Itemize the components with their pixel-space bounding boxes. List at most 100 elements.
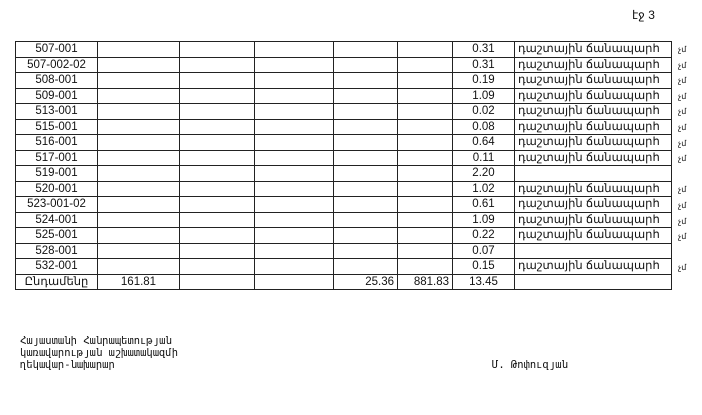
cell-c3	[254, 118, 334, 135]
cell-c1	[97, 103, 180, 120]
cell-c1	[97, 72, 180, 89]
margin-mark: չմ	[678, 185, 687, 195]
cell-c1	[97, 118, 180, 135]
cell-c1	[97, 149, 180, 166]
cell-type: դաշտային ճանապարհ	[514, 258, 672, 275]
cell-c1	[97, 258, 180, 275]
cell-code: 517-001	[15, 149, 98, 166]
cell-c5	[397, 165, 453, 182]
cell-c3	[254, 87, 334, 104]
table-row: 515-001 0.08 դաշտային ճանապարհ	[15, 118, 672, 135]
cell-area: 0.19	[452, 72, 515, 89]
cell-c2	[179, 87, 255, 104]
cell-code: 525-001	[15, 227, 98, 244]
cell-c3	[254, 56, 334, 73]
cell-c3	[254, 165, 334, 182]
cell-code: 532-001	[15, 258, 98, 275]
table-row: 525-001 0.22 դաշտային ճանապարհ	[15, 227, 672, 244]
cell-type	[514, 273, 672, 290]
table-row: 507-002-02 0.31 դաշտային ճանապարհ	[15, 56, 672, 73]
cell-area: 2.20	[452, 165, 515, 182]
cell-c3	[254, 134, 334, 151]
cell-c5	[397, 118, 453, 135]
cell-c2	[179, 211, 255, 228]
table-row: 507-001 0.31 դաշտային ճանապարհ	[15, 41, 672, 58]
cell-c1	[97, 56, 180, 73]
cell-c5	[397, 211, 453, 228]
cell-type: դաշտային ճանապարհ	[514, 149, 672, 166]
cell-c2	[179, 149, 255, 166]
table-row: 513-001 0.02 դաշտային ճանապարհ	[15, 103, 672, 120]
cell-c4	[333, 242, 398, 259]
cell-type: դաշտային ճանապարհ	[514, 56, 672, 73]
cell-code: 519-001	[15, 165, 98, 182]
margin-mark: չմ	[678, 45, 687, 54]
cell-area: 0.08	[452, 118, 515, 135]
cell-code: 508-001	[15, 72, 98, 89]
cell-type: դաշտային ճանապարհ	[514, 196, 672, 213]
cell-area: 1.09	[452, 87, 515, 104]
cell-c2	[179, 118, 255, 135]
cell-code: 523-001-02	[15, 196, 98, 213]
cell-type	[514, 165, 672, 182]
cell-c5	[397, 196, 453, 213]
cell-c4	[333, 103, 398, 120]
cell-c1	[97, 211, 180, 228]
cell-type: դաշտային ճանապարհ	[514, 211, 672, 228]
cell-c2	[179, 242, 255, 259]
land-plots-table: 507-001 0.31 դաշտային ճանապարհ 507-002-02 0.…	[15, 41, 672, 290]
cell-c3	[254, 149, 334, 166]
cell-c2	[179, 165, 255, 182]
table-row: 516-001 0.64 դաշտային ճանապարհ	[15, 134, 672, 151]
margin-mark: չմ	[678, 138, 687, 148]
margin-mark: չմ	[678, 76, 687, 86]
cell-c5	[397, 41, 453, 58]
cell-c4	[333, 180, 398, 197]
cell-c3	[254, 273, 334, 290]
page-number: էջ 3	[632, 8, 655, 22]
cell-code: 509-001	[15, 87, 98, 104]
cell-code: 520-001	[15, 180, 98, 197]
cell-c2	[179, 41, 255, 58]
cell-c3	[254, 103, 334, 120]
cell-c4	[333, 211, 398, 228]
cell-c2	[179, 72, 255, 89]
table-row: 509-001 1.09 դաշտային ճանապարհ	[15, 87, 672, 104]
cell-area: 1.02	[452, 180, 515, 197]
cell-c4	[333, 165, 398, 182]
cell-area: 13.45	[452, 273, 515, 290]
cell-c1	[97, 87, 180, 104]
cell-area: 1.09	[452, 211, 515, 228]
cell-c3	[254, 196, 334, 213]
cell-code: 516-001	[15, 134, 98, 151]
cell-c5	[397, 227, 453, 244]
cell-c1	[97, 180, 180, 197]
cell-c4	[333, 72, 398, 89]
margin-mark: չմ	[678, 263, 687, 273]
cell-c3	[254, 180, 334, 197]
cell-c4	[333, 196, 398, 213]
cell-c5	[397, 134, 453, 151]
cell-area: 0.11	[452, 149, 515, 166]
cell-type: դաշտային ճանապարհ	[514, 180, 672, 197]
margin-mark: չմ	[678, 123, 687, 132]
cell-c1	[97, 165, 180, 182]
table-row: 523-001-02 0.61 դաշտային ճանապարհ	[15, 196, 672, 213]
cell-c4	[333, 134, 398, 151]
cell-code: 528-001	[15, 242, 98, 259]
cell-type: դաշտային ճանապարհ	[514, 72, 672, 89]
cell-c5	[397, 258, 453, 275]
cell-area: 0.02	[452, 103, 515, 120]
cell-c4	[333, 41, 398, 58]
cell-c5	[397, 72, 453, 89]
cell-c1	[97, 196, 180, 213]
cell-type: դաշտային ճանապարհ	[514, 134, 672, 151]
cell-c2	[179, 273, 255, 290]
cell-c5	[397, 149, 453, 166]
cell-c1: 161.81	[97, 273, 180, 290]
position-line: կառավարության աշխատակազմի	[20, 347, 179, 359]
cell-area: 0.31	[452, 56, 515, 73]
cell-c5	[397, 103, 453, 120]
cell-c4	[333, 56, 398, 73]
